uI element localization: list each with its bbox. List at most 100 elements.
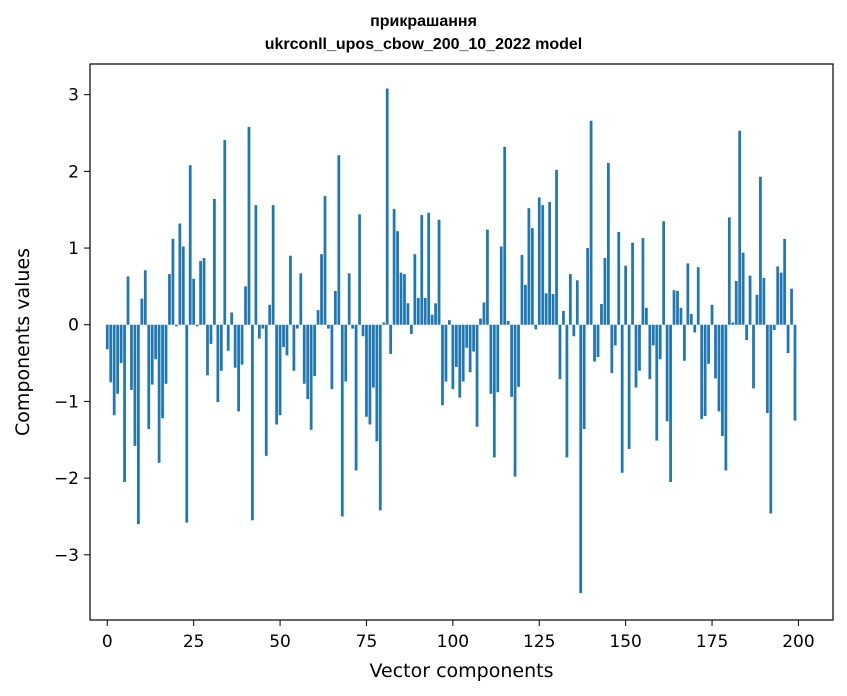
bar — [306, 324, 310, 400]
bar — [596, 324, 600, 357]
x-tick-label: 175 — [696, 632, 728, 652]
bar — [572, 324, 576, 337]
bar — [199, 261, 202, 325]
bar — [320, 254, 323, 325]
y-tick-label: 2 — [68, 162, 79, 182]
bar — [499, 246, 503, 325]
bar — [762, 277, 766, 325]
y-tick-label: −3 — [54, 546, 79, 566]
bar — [662, 221, 666, 325]
bar — [226, 324, 230, 351]
bar — [430, 314, 434, 325]
bars-group — [105, 88, 797, 594]
bar — [496, 324, 500, 393]
bar — [264, 324, 268, 456]
bar — [130, 324, 133, 390]
bar — [527, 208, 531, 325]
bar — [669, 324, 672, 482]
bar — [475, 324, 479, 427]
bar — [520, 254, 524, 325]
bar — [593, 324, 596, 362]
bar — [534, 324, 538, 330]
bar — [513, 324, 517, 477]
bar — [406, 303, 410, 325]
bar — [213, 198, 216, 325]
bar — [586, 248, 590, 325]
bar — [302, 324, 306, 384]
bar — [233, 324, 237, 368]
bar — [257, 324, 261, 339]
bar — [351, 324, 355, 329]
y-tick-label: 0 — [68, 316, 79, 336]
bar — [689, 314, 693, 325]
bar — [565, 324, 569, 458]
bar — [759, 176, 762, 325]
bar — [551, 294, 555, 325]
bar — [112, 324, 116, 416]
bar — [413, 254, 417, 325]
bar — [385, 88, 389, 325]
bar — [465, 324, 469, 348]
bar — [420, 215, 424, 325]
bar — [790, 288, 793, 325]
bar — [696, 267, 700, 325]
bar — [461, 324, 465, 382]
bar — [724, 324, 728, 471]
bar — [309, 324, 313, 430]
bar — [403, 274, 406, 325]
bar — [157, 324, 161, 463]
bar — [617, 231, 621, 325]
y-tick-label: 1 — [68, 239, 79, 259]
bar — [323, 195, 327, 325]
bar — [427, 212, 431, 325]
bar — [358, 214, 361, 325]
bar — [371, 324, 375, 388]
x-tick-label: 100 — [437, 632, 469, 652]
bar — [109, 324, 113, 383]
bar — [344, 324, 348, 382]
bar — [375, 324, 379, 442]
bar — [396, 231, 399, 325]
bar — [105, 324, 109, 350]
bar — [651, 324, 655, 346]
x-axis-label: Vector components — [370, 660, 554, 682]
bar — [624, 265, 628, 325]
bar — [672, 290, 676, 325]
bar — [603, 258, 607, 325]
x-tick-label: 75 — [356, 632, 378, 652]
y-tick-label: −2 — [54, 469, 79, 489]
bar — [361, 324, 365, 337]
bar — [116, 324, 120, 394]
bar — [606, 162, 610, 325]
bar — [178, 223, 182, 325]
bar — [555, 169, 558, 325]
bar — [275, 324, 278, 425]
bar — [676, 291, 679, 325]
bar — [171, 238, 175, 325]
bar — [192, 278, 196, 325]
bar — [285, 324, 289, 356]
bar — [703, 324, 707, 417]
y-tick-label: −1 — [54, 392, 79, 412]
bar — [140, 298, 144, 325]
bar — [610, 324, 614, 374]
bar — [634, 324, 638, 388]
bar — [168, 274, 171, 325]
bar — [710, 304, 714, 325]
bar — [136, 324, 140, 525]
bar — [209, 324, 213, 344]
bar — [333, 291, 337, 325]
bar — [444, 324, 448, 382]
bar — [441, 324, 444, 406]
bar — [765, 324, 769, 413]
bar — [458, 324, 462, 398]
chart-title: прикрашання — [370, 13, 477, 30]
bar — [392, 208, 396, 325]
bar — [448, 320, 451, 325]
bar — [133, 324, 137, 446]
bar — [582, 324, 586, 430]
bar — [143, 270, 147, 325]
bar — [575, 280, 579, 325]
bar — [451, 324, 455, 390]
